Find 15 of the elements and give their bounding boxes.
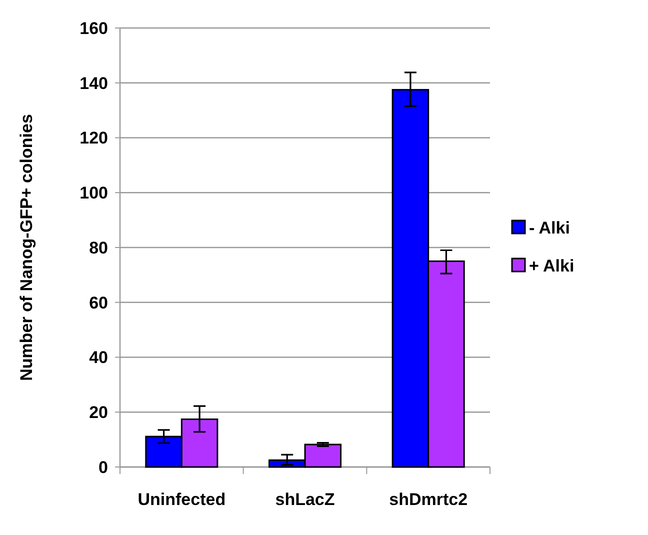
y-tick-label: 20: [89, 403, 108, 422]
legend-label: - Alki: [529, 218, 570, 238]
y-tick-label: 40: [89, 348, 108, 368]
legend-label: + Alki: [529, 256, 574, 276]
y-tick-label: 160: [80, 18, 108, 38]
x-tick-label: shDmrtc2: [389, 490, 468, 509]
x-tick-label: shLacZ: [275, 490, 335, 509]
y-axis-title: Number of Nanog-GFP+ colonies: [17, 114, 36, 381]
y-tick-label: 120: [80, 128, 108, 148]
x-tick-label: Uninfected: [138, 490, 226, 509]
y-tick-label: 0: [98, 458, 108, 477]
y-tick-label: 60: [89, 293, 108, 312]
y-tick-label: 140: [80, 74, 108, 93]
y-tick-label: 80: [89, 238, 108, 258]
y-tick-label: 100: [80, 184, 108, 203]
